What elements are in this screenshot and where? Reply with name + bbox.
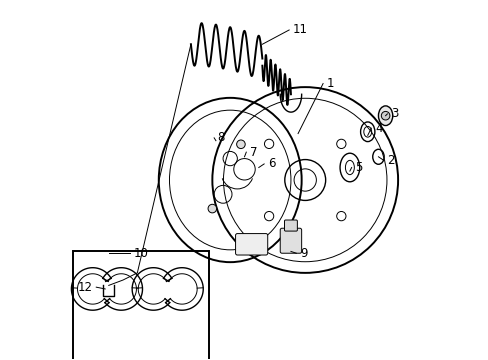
Text: 10: 10 [134, 247, 148, 260]
Circle shape [236, 140, 244, 149]
Text: 9: 9 [299, 247, 307, 260]
Text: 4: 4 [374, 122, 382, 135]
Text: 12: 12 [78, 281, 93, 294]
Bar [73, 251, 208, 360]
Text: 7: 7 [249, 146, 257, 159]
Text: 11: 11 [292, 23, 307, 36]
Text: 5: 5 [354, 161, 362, 174]
Text: 2: 2 [386, 154, 394, 167]
Ellipse shape [378, 106, 392, 126]
FancyBboxPatch shape [235, 234, 267, 255]
Text: 6: 6 [267, 157, 275, 170]
Circle shape [207, 204, 216, 213]
Text: 3: 3 [390, 107, 398, 120]
Text: 8: 8 [217, 131, 224, 144]
FancyBboxPatch shape [280, 228, 301, 253]
FancyBboxPatch shape [284, 220, 297, 231]
Text: 1: 1 [326, 77, 333, 90]
Circle shape [381, 111, 389, 120]
